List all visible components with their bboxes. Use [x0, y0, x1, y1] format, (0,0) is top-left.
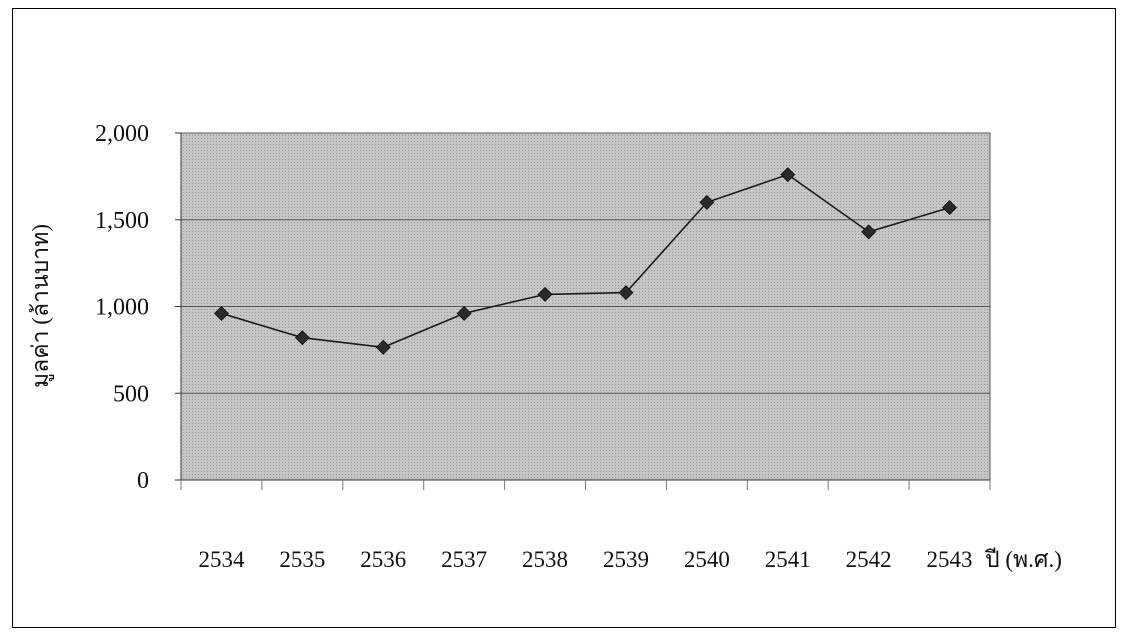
data-point	[375, 339, 391, 355]
axes	[175, 132, 991, 490]
x-tick-label: 2540	[684, 547, 730, 572]
y-tick-label: 1,500	[95, 208, 149, 234]
series-line-group	[214, 167, 957, 355]
data-point	[214, 306, 229, 321]
x-tick-label: 2539	[603, 547, 649, 572]
data-point	[861, 224, 877, 240]
y-tick-label: 500	[113, 381, 149, 407]
y-tick-label: 1,000	[95, 295, 149, 321]
x-tick-label: 2542	[846, 547, 892, 572]
y-tick-label: 2,000	[95, 121, 149, 147]
data-point	[942, 200, 957, 216]
data-point	[294, 330, 310, 346]
data-point	[699, 194, 715, 210]
x-tick-label: 2538	[522, 547, 568, 572]
x-tick-label: 2537	[441, 547, 487, 572]
y-tick-labels: 0 500 1,000 1,500 2,000	[95, 121, 149, 494]
x-tick-label: 2536	[360, 547, 406, 572]
data-point	[537, 286, 553, 302]
y-tick-label: 0	[137, 468, 149, 494]
x-tick-labels: 2534 2535 2536 2537 2538 2539 2540 2541 2542 2543	[198, 547, 972, 572]
x-tick-label: 2534	[198, 547, 245, 572]
x-tick-label: 2535	[279, 547, 325, 572]
x-axis-title: ปี (พ.ศ.)	[984, 547, 1062, 572]
series-line	[221, 173, 950, 349]
x-tick-label: 2541	[765, 547, 811, 572]
gridlines	[181, 219, 990, 394]
data-point	[618, 285, 634, 301]
data-point	[780, 167, 796, 183]
x-tick-label: 2543	[927, 547, 973, 572]
data-point	[456, 306, 472, 321]
y-axis-title: มูลค่า (ล้านบาท)	[28, 224, 54, 388]
